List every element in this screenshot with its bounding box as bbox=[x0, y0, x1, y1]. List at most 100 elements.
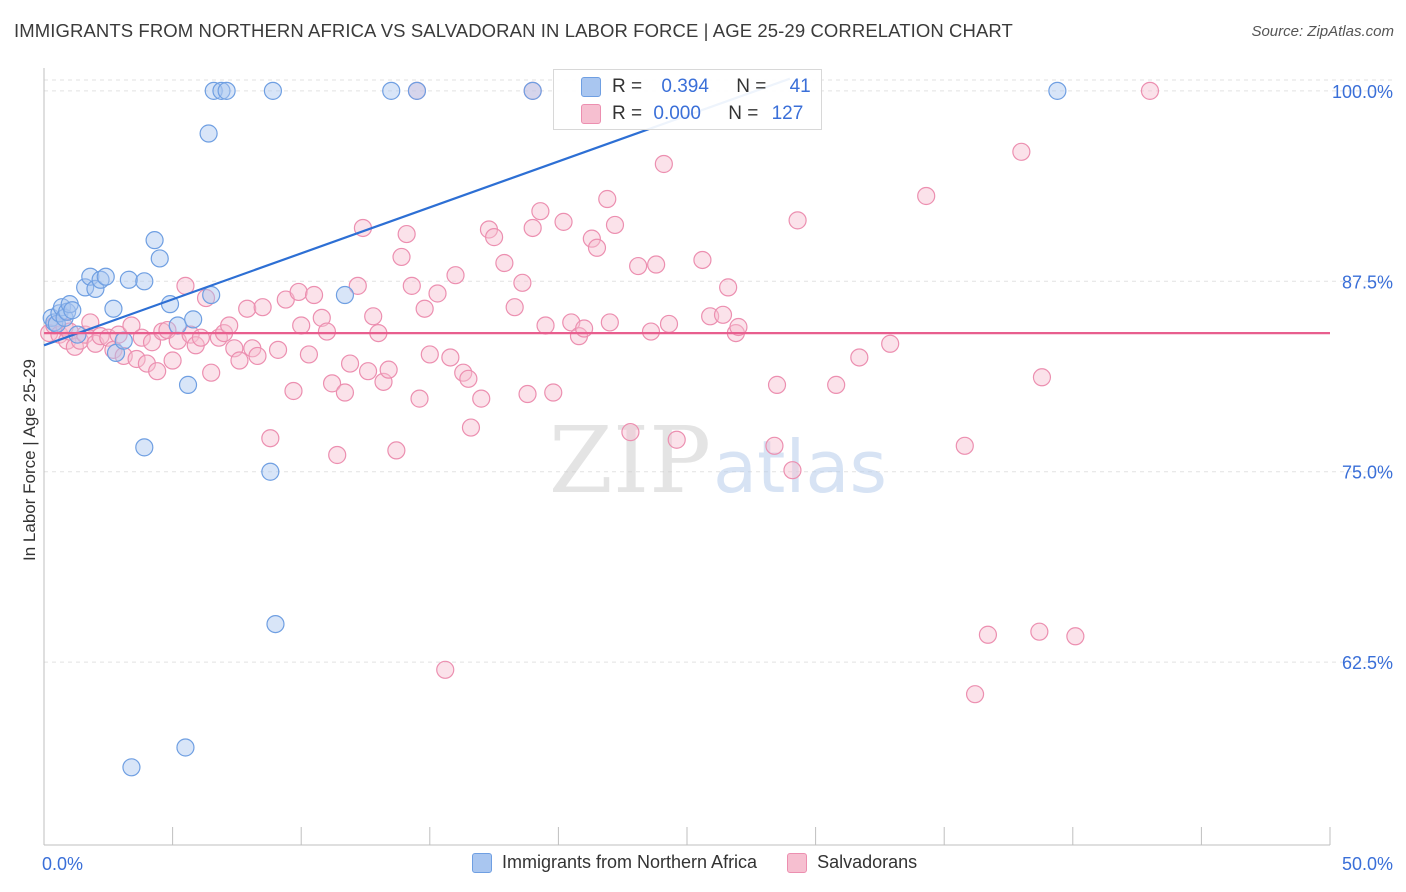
salvadorans-point bbox=[505, 298, 524, 317]
northern-africa-point bbox=[204, 81, 223, 100]
northern-africa-point bbox=[202, 285, 221, 305]
salvadorans-point bbox=[392, 247, 411, 267]
salvadorans-point bbox=[1066, 627, 1085, 646]
salvadorans-point bbox=[667, 430, 686, 449]
salvadorans-point bbox=[729, 317, 748, 337]
salvadorans-point bbox=[621, 423, 640, 442]
watermark: ZIP atlas bbox=[549, 407, 887, 514]
northern-africa-point bbox=[523, 81, 542, 100]
salvadorans-point bbox=[513, 273, 532, 292]
salvadorans-point bbox=[248, 346, 267, 366]
northern-africa-point bbox=[212, 81, 231, 100]
salvadorans-point bbox=[348, 276, 367, 295]
salvadorans-point bbox=[148, 362, 167, 381]
gridlines bbox=[44, 79, 1394, 663]
northern-africa-point bbox=[335, 285, 355, 305]
northern-africa-point bbox=[217, 81, 236, 100]
northern-africa-point bbox=[261, 462, 280, 481]
salvadorans-point bbox=[289, 282, 308, 302]
salvadorans-point bbox=[965, 685, 985, 704]
legend-swatch-blue bbox=[472, 852, 492, 873]
northern-africa-point bbox=[104, 299, 123, 318]
salvadorans-point bbox=[598, 189, 617, 209]
northern-africa-point bbox=[407, 81, 427, 100]
legend-label: Immigrants from Northern Africa bbox=[502, 852, 758, 872]
legend-swatch-pink bbox=[581, 104, 601, 124]
r-value: 0.000 bbox=[653, 103, 701, 124]
salvadorans-point bbox=[544, 383, 563, 402]
salvadorans-point bbox=[304, 285, 324, 305]
northern-africa-point bbox=[150, 249, 169, 268]
salvadorans-point bbox=[261, 429, 280, 448]
n-value: 127 bbox=[771, 103, 804, 124]
y-tick-label: 100.0% bbox=[1332, 82, 1393, 102]
salvadorans-point bbox=[238, 299, 257, 318]
salvadorans-point bbox=[328, 445, 347, 465]
y-tick-label: 87.5% bbox=[1342, 272, 1393, 292]
northern-africa-point bbox=[1048, 81, 1067, 100]
salvadorans-point bbox=[91, 327, 110, 346]
salvadorans-point bbox=[317, 322, 337, 341]
northern-africa-point bbox=[86, 279, 105, 299]
n-value: 41 bbox=[789, 76, 811, 97]
watermark-zip: ZIP bbox=[549, 407, 711, 514]
northern-africa-point bbox=[266, 614, 285, 634]
legend-swatch-blue bbox=[581, 77, 601, 97]
salvadorans-point bbox=[220, 316, 239, 335]
salvadorans-point bbox=[196, 288, 216, 308]
northern-africa-point bbox=[168, 316, 187, 335]
stats-legend: R = 0.394 N = 41 R = 0.000 N = 127 bbox=[553, 69, 822, 130]
x-tick-label: 0.0% bbox=[42, 854, 83, 874]
salvadorans-point bbox=[654, 154, 673, 174]
salvadorans-point bbox=[428, 284, 447, 303]
salvadorans-point bbox=[340, 354, 360, 373]
salvadorans-point bbox=[978, 625, 998, 644]
salvadorans-point bbox=[127, 349, 146, 369]
salvadorans-point bbox=[788, 211, 807, 230]
salvadorans-point bbox=[364, 307, 383, 326]
n-label: N = bbox=[736, 76, 767, 97]
salvadorans-point bbox=[1012, 142, 1031, 161]
northern-africa-point bbox=[178, 375, 198, 394]
salvadorans-point bbox=[436, 660, 455, 679]
salvadorans-point bbox=[554, 212, 573, 231]
salvadorans-point bbox=[312, 308, 331, 327]
salvadorans-point bbox=[783, 461, 802, 480]
salvadorans-point bbox=[299, 345, 319, 364]
tick-labels: 62.5% 75.0% 87.5% 100.0% 0.0% 50.0% bbox=[42, 82, 1393, 874]
salvadorans-point bbox=[955, 436, 974, 455]
salvadorans-point bbox=[137, 354, 156, 373]
r-label: R = bbox=[612, 103, 643, 124]
salvadorans-point bbox=[713, 305, 733, 324]
salvadorans-point bbox=[472, 389, 491, 408]
northern-africa-point bbox=[382, 81, 401, 100]
salvadorans-point bbox=[536, 316, 555, 335]
series-legend: Immigrants from Northern Africa Salvador… bbox=[472, 852, 947, 873]
salvadorans-point bbox=[387, 441, 406, 460]
northern-africa-point bbox=[263, 81, 283, 100]
r-value: 0.394 bbox=[661, 76, 709, 97]
salvadorans-points bbox=[40, 81, 1160, 704]
salvadorans-point bbox=[230, 351, 249, 370]
salvadorans-point bbox=[587, 238, 607, 257]
salvadorans-point bbox=[358, 362, 378, 381]
axes bbox=[43, 68, 1331, 846]
salvadorans-point bbox=[461, 418, 481, 437]
legend-item-northern-africa: Immigrants from Northern Africa bbox=[472, 852, 757, 873]
salvadorans-point bbox=[415, 299, 434, 318]
y-tick-label: 62.5% bbox=[1342, 653, 1393, 673]
salvadorans-point bbox=[495, 253, 514, 273]
chart-title: IMMIGRANTS FROM NORTHERN AFRICA VS SALVA… bbox=[14, 20, 1013, 41]
salvadorans-point bbox=[402, 276, 421, 295]
salvadorans-point bbox=[605, 215, 625, 235]
northern-africa-point bbox=[96, 267, 115, 286]
salvadorans-point bbox=[202, 363, 221, 382]
salvadorans-point bbox=[647, 255, 666, 274]
northern-africa-point bbox=[68, 325, 87, 344]
salvadorans-point bbox=[1140, 81, 1160, 100]
salvadorans-point bbox=[379, 360, 398, 379]
salvadorans-point bbox=[765, 436, 784, 455]
northern-africa-point bbox=[63, 301, 82, 320]
legend-label: Salvadorans bbox=[817, 852, 918, 872]
